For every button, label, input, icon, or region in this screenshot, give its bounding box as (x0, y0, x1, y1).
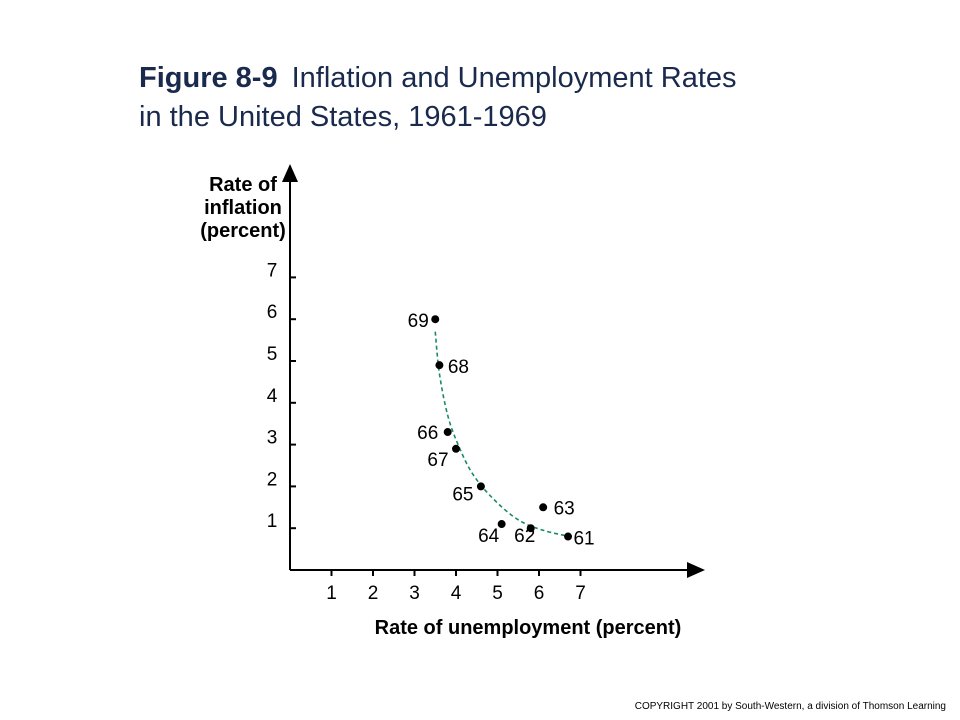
trend-curve (434, 331, 571, 538)
title-line-1: Inflation and Unemployment Rates (291, 62, 737, 94)
data-point (435, 361, 444, 370)
data-point (431, 315, 440, 324)
x-tick-label: 2 (368, 583, 379, 604)
x-tick-label: 4 (451, 583, 462, 604)
data-point-label: 63 (554, 498, 575, 519)
y-tick-label: 7 (267, 260, 278, 281)
y-tick-label: 1 (267, 511, 278, 532)
x-tick-label: 3 (409, 583, 420, 604)
data-point-label: 66 (417, 423, 438, 444)
x-tick-label: 5 (492, 583, 503, 604)
data-point (476, 482, 485, 491)
y-axis-title-line: (percent) (200, 220, 286, 242)
figure-label: Figure 8-9 (139, 62, 278, 94)
x-tick-label: 1 (326, 583, 337, 604)
data-point (564, 532, 573, 541)
y-tick-label: 6 (267, 302, 278, 323)
data-point (443, 428, 452, 437)
y-tick-label: 5 (267, 344, 278, 365)
x-axis-title: Rate of unemployment (percent) (375, 617, 682, 639)
data-point-label: 68 (448, 357, 469, 378)
x-tick-label: 6 (534, 583, 545, 604)
y-axis-title: Rate of inflation (percent) (200, 174, 286, 242)
figure-title: Figure 8-9 Inflation and Unemployment Rat… (139, 59, 899, 137)
data-point-label: 65 (452, 484, 473, 505)
data-point-label: 69 (408, 311, 429, 332)
copyright-notice: COPYRIGHT 2001 by South-Western, a divis… (634, 701, 946, 712)
y-tick-label: 2 (267, 469, 278, 490)
data-point-label: 62 (514, 526, 535, 547)
data-point (497, 520, 506, 529)
data-point (452, 444, 460, 453)
data-point-label: 64 (478, 526, 500, 547)
y-tick-label: 3 (267, 428, 278, 449)
data-point (539, 503, 548, 512)
data-point-label: 61 (573, 529, 594, 550)
y-axis-title-line: Rate of (209, 174, 277, 196)
title-line-2: in the United States, 1961-1969 (139, 101, 547, 133)
x-tick-label: 7 (575, 583, 586, 604)
data-point (526, 524, 535, 533)
y-axis-title-line: inflation (204, 197, 282, 219)
data-point-label: 67 (427, 450, 448, 471)
y-tick-label: 4 (267, 386, 278, 407)
